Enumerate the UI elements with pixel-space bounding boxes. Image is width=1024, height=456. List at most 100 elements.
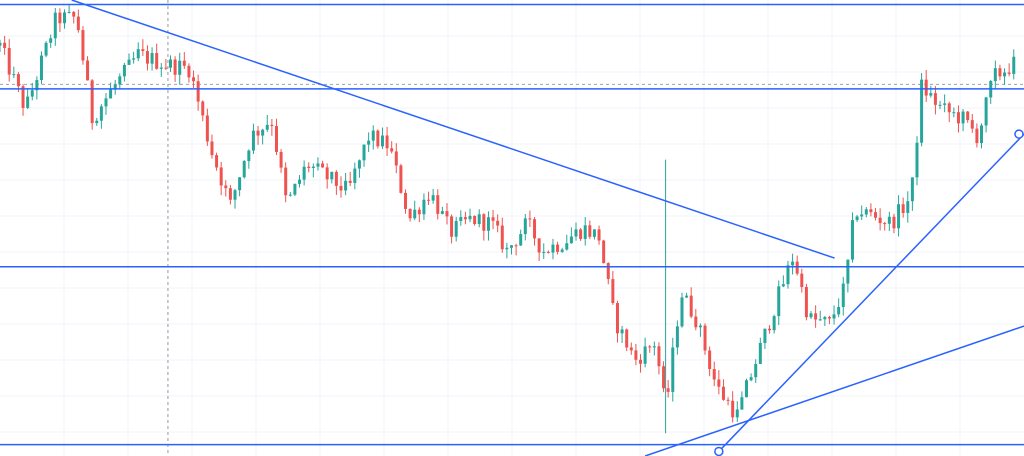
candle-down <box>768 328 772 331</box>
trend-line-anchor-handle[interactable] <box>1014 129 1024 139</box>
candle-up <box>440 211 444 214</box>
candle-up <box>943 103 947 105</box>
candle-down <box>141 49 145 52</box>
candle-down <box>611 279 615 304</box>
candle-up <box>671 347 675 392</box>
candle-up <box>993 68 997 82</box>
candle-down <box>417 209 421 215</box>
candle-up <box>560 249 564 252</box>
candle-down <box>956 112 960 124</box>
candle-down <box>339 185 343 191</box>
candle-down <box>804 287 808 318</box>
candle-down <box>500 225 504 250</box>
candle-down <box>496 220 500 226</box>
candle-up <box>362 144 366 161</box>
candle-up <box>413 209 417 219</box>
candle-down <box>482 214 486 231</box>
candle-up <box>887 216 891 224</box>
candle-up <box>832 314 836 319</box>
candle-down <box>901 204 905 213</box>
candle-down <box>814 313 818 320</box>
candle-up <box>159 67 163 69</box>
trend-line[interactable] <box>718 133 1024 452</box>
candle-down <box>192 77 196 82</box>
candle-down <box>892 216 896 229</box>
candle-down <box>256 130 260 136</box>
trend-line[interactable] <box>71 0 835 259</box>
candle-up <box>744 380 748 398</box>
candle-down <box>436 195 440 214</box>
candle-down <box>528 218 532 220</box>
candle-up <box>367 140 371 145</box>
candle-down <box>874 212 878 218</box>
candle-down <box>588 225 592 237</box>
candle-up <box>786 265 790 285</box>
candle-up <box>298 179 302 184</box>
candle-up <box>44 42 48 56</box>
candle-up <box>1003 72 1007 77</box>
candle-up <box>864 209 868 215</box>
candle-down <box>689 295 693 317</box>
candle-up <box>380 135 384 147</box>
candle-up <box>53 12 57 39</box>
candle-up <box>791 261 795 266</box>
candle-down <box>145 51 149 64</box>
trend-line[interactable] <box>644 325 1024 456</box>
candle-up <box>680 297 684 327</box>
candle-up <box>897 204 901 229</box>
candle-down <box>270 124 274 127</box>
candle-down <box>491 217 495 221</box>
candle-up <box>127 59 131 65</box>
candle-up <box>938 104 942 106</box>
candle-up <box>477 214 481 225</box>
candle-down <box>205 115 209 142</box>
candle-up <box>431 195 435 201</box>
candle-up <box>35 80 39 91</box>
candle-down <box>399 165 403 193</box>
candle-down <box>662 366 666 389</box>
candle-down <box>274 126 278 152</box>
candle-up <box>247 150 251 162</box>
candle-up <box>136 49 140 59</box>
candle-down <box>998 68 1002 77</box>
candle-up <box>523 218 527 235</box>
candle-down <box>228 188 232 200</box>
candle-down <box>731 400 735 418</box>
candle-up <box>910 177 914 202</box>
trend-line-anchor-handle[interactable] <box>714 446 724 456</box>
candle-down <box>3 42 7 49</box>
candle-up <box>1012 56 1016 74</box>
candle-up <box>150 53 154 64</box>
candle-up <box>95 120 99 124</box>
candle-up <box>168 59 172 68</box>
candle-up <box>132 58 136 60</box>
candle-down <box>1007 72 1011 74</box>
candle-down <box>16 74 20 87</box>
candle-up <box>551 244 555 253</box>
candle-up <box>39 55 43 81</box>
candle-down <box>694 316 698 328</box>
candle-down <box>795 261 799 274</box>
candle-down <box>224 185 228 189</box>
candle-up <box>749 377 753 381</box>
candle-up <box>781 284 785 287</box>
candle-up <box>422 199 426 215</box>
candle-up <box>574 229 578 237</box>
candle-up <box>772 316 776 331</box>
candle-up <box>850 220 854 260</box>
candle-down <box>606 263 610 280</box>
candle-up <box>837 307 841 315</box>
candle-up <box>980 125 984 144</box>
candle-up <box>118 76 122 85</box>
candle-up <box>685 295 689 298</box>
candle-up <box>353 168 357 183</box>
candle-down <box>81 30 85 61</box>
candle-up <box>486 217 490 231</box>
candle-down <box>533 219 537 239</box>
candle-up <box>357 160 361 169</box>
candle-up <box>846 259 850 284</box>
